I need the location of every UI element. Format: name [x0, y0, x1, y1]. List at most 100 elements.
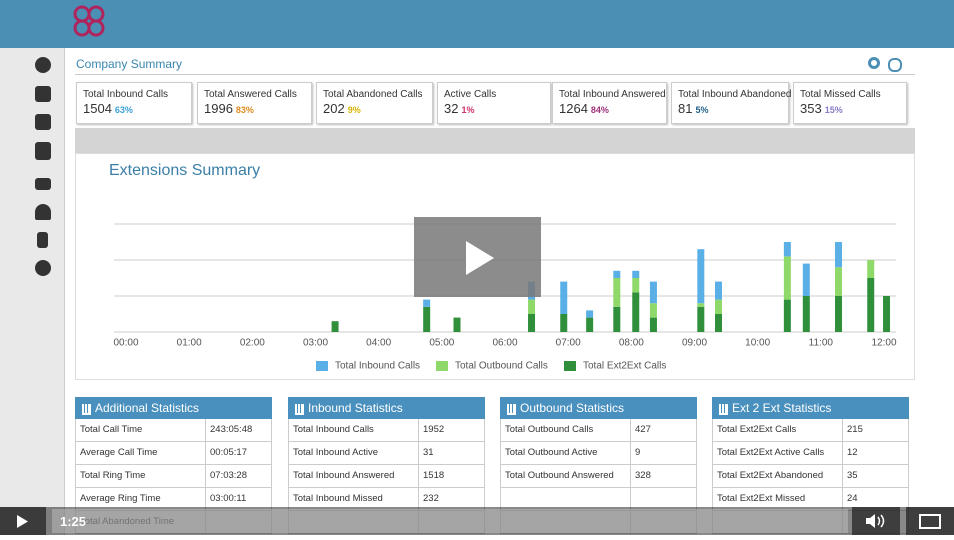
- row-label: Average Ring Time: [75, 488, 206, 510]
- nav-icon[interactable]: [35, 114, 51, 130]
- x-tick-label: 06:00: [492, 338, 517, 349]
- play-icon: [466, 241, 494, 275]
- x-tick-label: 08:00: [619, 338, 644, 349]
- card-value: 353 15%: [800, 101, 843, 116]
- row-value: [631, 488, 697, 510]
- row-value: 328: [631, 465, 697, 487]
- settings-button[interactable]: [868, 57, 880, 69]
- divider: [75, 74, 915, 75]
- nav-icon[interactable]: [35, 142, 51, 160]
- nav-icon[interactable]: [35, 260, 51, 276]
- table-row: Total Inbound Calls 1952: [288, 419, 485, 442]
- bar-segment: [802, 263, 810, 296]
- table-row: Total Ext2Ext Abandoned 35: [712, 465, 909, 488]
- x-tick-label: 11:00: [809, 338, 834, 349]
- bar-segment: [560, 281, 568, 314]
- bar-segment: [632, 278, 640, 293]
- bar-segment: [835, 296, 843, 332]
- row-value: 00:05:17: [206, 442, 272, 464]
- row-label: Total Outbound Active: [500, 442, 631, 464]
- bar-segment: [835, 242, 843, 268]
- chart-title: Extensions Summary: [109, 162, 260, 179]
- row-value: 1952: [419, 419, 485, 441]
- card-value: 81 5%: [678, 101, 709, 116]
- row-label: Total Inbound Calls: [288, 419, 419, 441]
- card-percent: 84%: [590, 105, 609, 115]
- row-value: 12: [843, 442, 909, 464]
- row-label: Total Ext2Ext Calls: [712, 419, 843, 441]
- card-percent: 5%: [695, 105, 709, 115]
- table-row: Total Call Time 243:05:48: [75, 419, 272, 442]
- table-row: Total Ring Time 07:03:28: [75, 465, 272, 488]
- card-percent: 63%: [114, 105, 133, 115]
- chart-panel: Extensions Summary 00:00 01:00 02:00 03:00 0…: [75, 153, 915, 380]
- x-tick-label: 09:00: [682, 338, 707, 349]
- chart-header: [75, 128, 915, 153]
- play-overlay[interactable]: [414, 217, 541, 297]
- card-label: Total Missed Calls: [800, 89, 881, 100]
- row-label: Total Inbound Active: [288, 442, 419, 464]
- bar-segment: [697, 306, 705, 332]
- summary-card: Total Inbound Calls 1504 63%: [76, 82, 192, 124]
- nav-icon[interactable]: [35, 204, 51, 220]
- card-percent: 9%: [347, 105, 361, 115]
- card-value: 202 9%: [323, 101, 361, 116]
- bar-segment: [883, 296, 891, 332]
- table-row: Total Ext2Ext Calls 215: [712, 419, 909, 442]
- volume-button[interactable]: [852, 507, 900, 535]
- nav-icon[interactable]: [37, 232, 48, 248]
- progress-bar[interactable]: [52, 509, 848, 533]
- card-value: 1996 83%: [204, 101, 254, 116]
- bar-segment: [649, 317, 657, 332]
- bar-segment: [715, 314, 723, 332]
- fullscreen-button[interactable]: [906, 507, 954, 535]
- row-label: Average Call Time: [75, 442, 206, 464]
- legend-swatch: [316, 361, 328, 371]
- row-label: Total Ext2Ext Abandoned: [712, 465, 843, 487]
- bar-segment: [649, 281, 657, 304]
- summary-card: Active Calls 32 1%: [437, 82, 551, 124]
- bar-segment: [331, 321, 339, 332]
- nav-icon[interactable]: [35, 57, 51, 73]
- row-label: Total Outbound Answered: [500, 465, 631, 487]
- refresh-button[interactable]: [888, 58, 902, 72]
- table-row: Total Outbound Active 9: [500, 442, 697, 465]
- row-value: 35: [843, 465, 909, 487]
- chart: Extensions Summary 00:00 01:00 02:00 03:00 0…: [109, 162, 897, 372]
- summary-card: Total Answered Calls 1996 83%: [197, 82, 312, 124]
- bar-segment: [783, 242, 791, 257]
- x-tick-label: 02:00: [240, 338, 265, 349]
- card-percent: 83%: [235, 105, 254, 115]
- row-label: Total Ext2Ext Active Calls: [712, 442, 843, 464]
- card-value: 1504 63%: [83, 101, 133, 116]
- table-row: Total Inbound Answered 1518: [288, 465, 485, 488]
- logo: [73, 5, 105, 37]
- x-tick-label: 07:00: [556, 338, 581, 349]
- row-value: 243:05:48: [206, 419, 272, 441]
- row-label: Total Inbound Answered: [288, 465, 419, 487]
- summary-card: Total Missed Calls 353 15%: [793, 82, 907, 124]
- bar-segment: [715, 299, 723, 314]
- x-tick-label: 01:00: [177, 338, 202, 349]
- row-value: 07:03:28: [206, 465, 272, 487]
- summary-card: Total Abandoned Calls 202 9%: [316, 82, 433, 124]
- bar-segment: [835, 267, 843, 296]
- card-value: 32 1%: [444, 101, 475, 116]
- table-row: Total Ext2Ext Active Calls 12: [712, 442, 909, 465]
- stats-table: Ext 2 Ext Statistics Total Ext2Ext Calls 2…: [712, 397, 909, 534]
- bar-segment: [528, 299, 536, 314]
- row-value: 03:00:11: [206, 488, 272, 510]
- row-value: 232: [419, 488, 485, 510]
- bar-segment: [783, 256, 791, 300]
- bar-segment: [649, 303, 657, 318]
- play-button[interactable]: [0, 507, 46, 535]
- nav-icon[interactable]: [35, 86, 51, 102]
- bar-segment: [867, 260, 875, 278]
- table-row: Total Outbound Calls 427: [500, 419, 697, 442]
- row-label: [500, 488, 631, 510]
- bar-segment: [423, 299, 431, 307]
- nav-icon[interactable]: [35, 178, 51, 190]
- legend-label: Total Ext2Ext Calls: [583, 361, 666, 372]
- row-value: 427: [631, 419, 697, 441]
